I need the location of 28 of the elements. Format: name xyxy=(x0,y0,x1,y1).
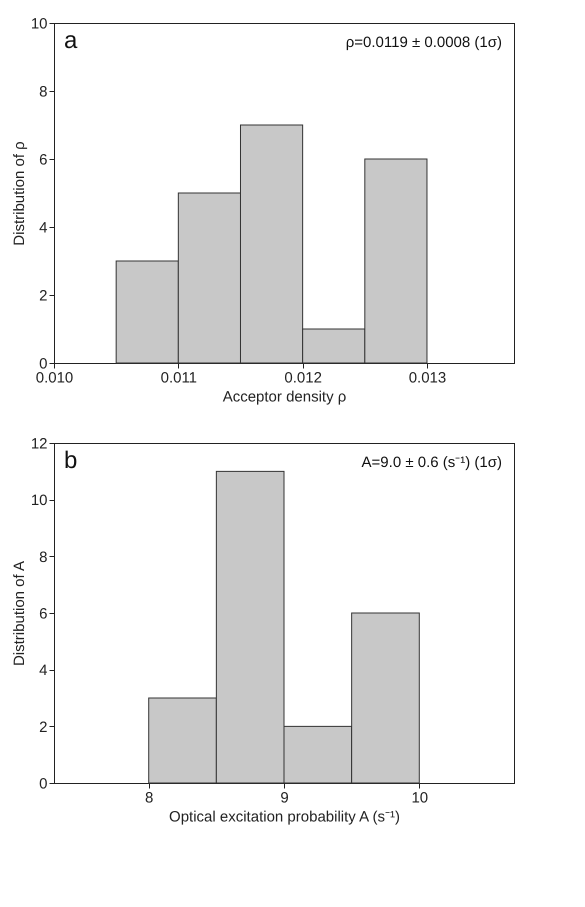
y-tick-label: 10 xyxy=(30,16,48,32)
x-tick-label: 8 xyxy=(145,790,154,806)
x-tick-label: 9 xyxy=(280,790,289,806)
y-tick-label: 4 xyxy=(39,662,48,680)
x-tick-label: 0.010 xyxy=(36,370,74,386)
y-tick-label: 2 xyxy=(39,288,48,304)
annotation: a xyxy=(64,27,78,54)
y-tick-label: 6 xyxy=(39,606,48,622)
x-tick-label: 0.013 xyxy=(408,370,446,386)
y-axis-title: Distribution of A xyxy=(10,560,28,666)
y-tick-label: 8 xyxy=(39,548,48,566)
annotation: b xyxy=(64,447,78,474)
x-axis-title: Optical excitation probability A (s⁻¹) xyxy=(169,808,400,826)
y-tick-label: 0 xyxy=(39,356,48,372)
y-tick-label: 8 xyxy=(39,84,48,100)
x-tick-label: 0.012 xyxy=(284,370,322,386)
y-tick-label: 10 xyxy=(30,492,48,510)
y-axis-title: Distribution of ρ xyxy=(10,141,28,246)
x-axis-title: Acceptor density ρ xyxy=(222,388,346,406)
y-tick-label: 12 xyxy=(30,436,48,452)
x-tick-label: 10 xyxy=(411,790,428,806)
y-tick-label: 4 xyxy=(39,220,48,236)
y-tick-label: 2 xyxy=(39,718,48,736)
y-tick-label: 0 xyxy=(39,776,48,792)
annotation: A=9.0 ± 0.6 (s⁻¹) (1σ) xyxy=(362,454,502,471)
x-tick-label: 0.011 xyxy=(160,370,198,386)
annotation: ρ=0.0119 ± 0.0008 (1σ) xyxy=(346,34,502,51)
y-tick-label: 6 xyxy=(39,152,48,168)
